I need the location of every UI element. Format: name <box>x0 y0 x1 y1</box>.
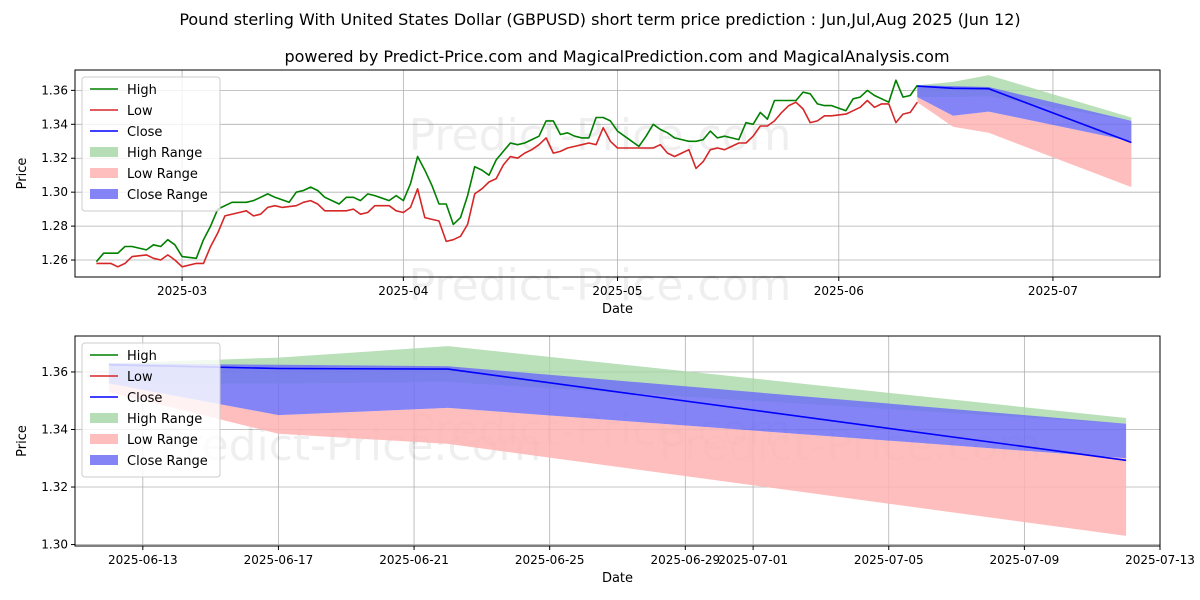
x-tick-label: 2025-07 <box>1028 284 1078 298</box>
x-tick-label: 2025-06-17 <box>244 553 314 567</box>
y-tick-label: 1.28 <box>41 219 68 233</box>
y-axis-label: Price <box>15 425 30 457</box>
x-tick-label: 2025-06-29 <box>650 553 720 567</box>
x-tick-label: 2025-07-13 <box>1125 553 1195 567</box>
legend-label-low_range: Low Range <box>127 167 198 182</box>
legend: High Low Close High Range Low Range Close Ran… <box>81 76 221 212</box>
close-series-line <box>917 85 1132 144</box>
y-tick-label: 1.30 <box>41 538 68 552</box>
legend-label-low_range: Low Range <box>127 433 198 448</box>
watermark-text: Predict-Price.com <box>409 260 792 311</box>
y-tick-label: 1.32 <box>41 151 68 165</box>
x-tick-label: 2025-07-05 <box>854 553 924 567</box>
plot-panel-bottom: Predict-Price.comPredict-Price.comPredic… <box>15 335 1195 586</box>
x-tick-label: 2025-06-21 <box>379 553 449 567</box>
plot-area-bottom <box>108 346 1127 536</box>
x-tick-label: 2025-04 <box>378 284 428 298</box>
plot-frame <box>74 335 1161 547</box>
legend-label-close_range: Close Range <box>127 188 208 203</box>
legend-label-high_range: High Range <box>127 412 202 427</box>
x-axis-label: Date <box>602 571 633 586</box>
legend-swatch-close_range <box>90 189 118 199</box>
plot-area-top <box>95 75 1132 268</box>
close-range-band <box>917 85 1132 142</box>
y-tick-label: 1.34 <box>41 422 68 436</box>
legend: High Low Close High Range Low Range Close Ran… <box>81 342 221 478</box>
y-tick-label: 1.26 <box>41 253 68 267</box>
x-tick-label: 2025-06-25 <box>515 553 585 567</box>
x-tick-label: 2025-06 <box>814 284 864 298</box>
low-range-band <box>108 383 1127 536</box>
x-tick-label: 2025-07-01 <box>718 553 788 567</box>
legend-label-close: Close <box>127 125 162 140</box>
plot-panel-top: Predict-Price.comPredict-Price.com2025-0… <box>15 69 1161 317</box>
close-range-band <box>108 363 1127 459</box>
legend-swatch-low_range <box>90 434 118 444</box>
y-tick-label: 1.30 <box>41 185 68 199</box>
y-axis-label: Price <box>15 158 30 190</box>
x-tick-label: 2025-07-09 <box>990 553 1060 567</box>
chart-subtitle: powered by Predict-Price.com and Magical… <box>284 47 949 66</box>
legend-label-close_range: Close Range <box>127 454 208 469</box>
legend-swatch-close_range <box>90 455 118 465</box>
y-tick-label: 1.34 <box>41 117 68 131</box>
legend-label-high: High <box>127 349 157 364</box>
legend-label-high_range: High Range <box>127 146 202 161</box>
legend-swatch-high_range <box>90 147 118 157</box>
legend-label-low: Low <box>127 104 153 119</box>
legend-swatch-high_range <box>90 413 118 423</box>
x-axis-label: Date <box>602 302 633 317</box>
legend-label-high: High <box>127 83 157 98</box>
y-tick-label: 1.32 <box>41 480 68 494</box>
high-series-line <box>95 79 918 263</box>
y-tick-label: 1.36 <box>41 365 68 379</box>
chart-title: Pound sterling With United States Dollar… <box>179 10 1020 29</box>
legend-swatch-low_range <box>90 168 118 178</box>
legend-label-low: Low <box>127 370 153 385</box>
x-tick-label: 2025-03 <box>157 284 207 298</box>
legend-label-close: Close <box>127 391 162 406</box>
low-range-band <box>917 97 1132 188</box>
x-tick-label: 2025-05 <box>592 284 642 298</box>
y-tick-label: 1.36 <box>41 83 68 97</box>
low-series-line <box>96 99 918 268</box>
x-tick-label: 2025-06-13 <box>108 553 178 567</box>
